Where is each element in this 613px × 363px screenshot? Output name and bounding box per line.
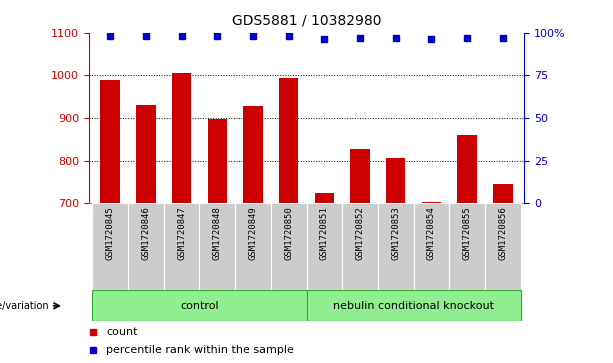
- Bar: [449, 203, 485, 290]
- Bar: [457, 135, 477, 203]
- Bar: [172, 73, 191, 203]
- Bar: [350, 149, 370, 203]
- Text: GSM1720854: GSM1720854: [427, 206, 436, 260]
- Bar: [208, 119, 227, 203]
- Bar: [306, 290, 520, 321]
- Text: control: control: [180, 301, 219, 311]
- Bar: [342, 203, 378, 290]
- Bar: [386, 159, 405, 203]
- Bar: [414, 203, 449, 290]
- Text: genotype/variation: genotype/variation: [0, 301, 49, 311]
- Text: GSM1720856: GSM1720856: [498, 206, 507, 260]
- Bar: [271, 203, 306, 290]
- Text: GSM1720845: GSM1720845: [106, 206, 115, 260]
- Bar: [93, 290, 306, 321]
- Title: GDS5881 / 10382980: GDS5881 / 10382980: [232, 13, 381, 27]
- Text: GSM1720846: GSM1720846: [142, 206, 150, 260]
- Bar: [93, 203, 128, 290]
- Bar: [306, 203, 342, 290]
- Text: nebulin conditional knockout: nebulin conditional knockout: [333, 301, 494, 311]
- Bar: [422, 202, 441, 203]
- Text: GSM1720849: GSM1720849: [248, 206, 257, 260]
- Text: GSM1720852: GSM1720852: [356, 206, 365, 260]
- Bar: [235, 203, 271, 290]
- Text: GSM1720847: GSM1720847: [177, 206, 186, 260]
- Bar: [378, 203, 414, 290]
- Bar: [164, 203, 199, 290]
- Text: GSM1720855: GSM1720855: [463, 206, 471, 260]
- Text: GSM1720851: GSM1720851: [320, 206, 329, 260]
- Text: count: count: [106, 327, 138, 337]
- Bar: [493, 184, 512, 203]
- Bar: [485, 203, 520, 290]
- Text: GSM1720853: GSM1720853: [391, 206, 400, 260]
- Bar: [243, 106, 263, 203]
- Bar: [128, 203, 164, 290]
- Bar: [101, 79, 120, 203]
- Text: percentile rank within the sample: percentile rank within the sample: [106, 345, 294, 355]
- Bar: [199, 203, 235, 290]
- Bar: [314, 193, 334, 203]
- Text: GSM1720850: GSM1720850: [284, 206, 293, 260]
- Text: GSM1720848: GSM1720848: [213, 206, 222, 260]
- Bar: [136, 105, 156, 203]
- Bar: [279, 78, 299, 203]
